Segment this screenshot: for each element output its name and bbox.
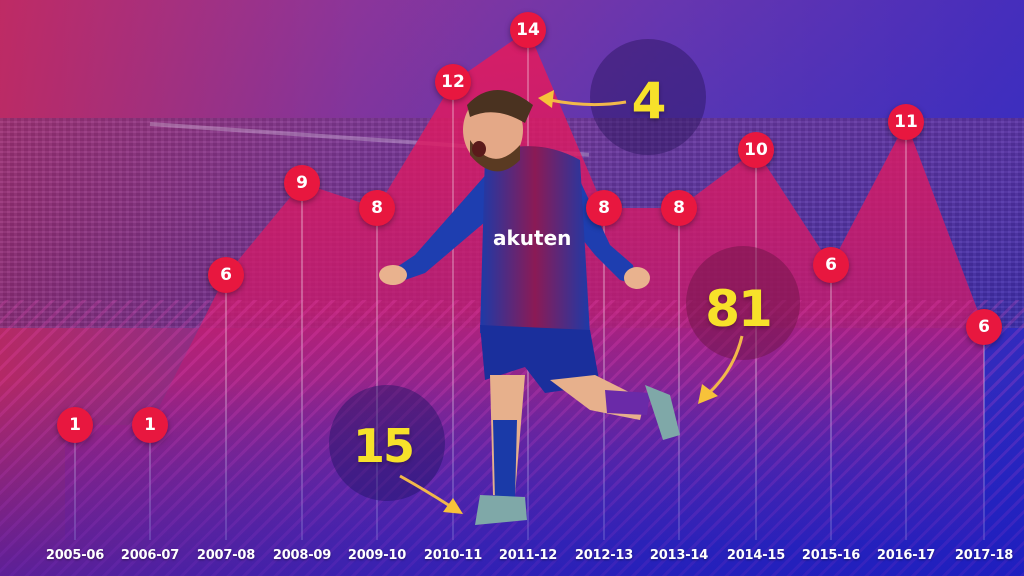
- season-label: 2017-18: [954, 548, 1014, 563]
- callout-arrow-top: [538, 90, 627, 108]
- callout-disc-right: [686, 246, 800, 360]
- value-badge: 6: [813, 247, 849, 283]
- svg-text:akuten: akuten: [493, 226, 571, 250]
- value-badge: 12: [435, 64, 471, 100]
- season-label: 2012-13: [574, 548, 634, 563]
- value-badge: 6: [208, 257, 244, 293]
- callout-number-left: 15: [352, 419, 415, 473]
- value-badge: 8: [586, 190, 622, 226]
- value-badge: 10: [738, 132, 774, 168]
- season-label: 2009-10: [347, 548, 407, 563]
- callout-arrow-left: [399, 474, 463, 514]
- value-badge: 14: [510, 12, 546, 48]
- season-label: 2005-06: [45, 548, 105, 563]
- value-badge: 11: [888, 104, 924, 140]
- value-badge: 6: [966, 309, 1002, 345]
- callout-disc-top: [590, 39, 706, 155]
- season-label: 2015-16: [801, 548, 861, 563]
- season-label: 2006-07: [120, 548, 180, 563]
- value-badge: 8: [359, 190, 395, 226]
- season-label: 2014-15: [726, 548, 786, 563]
- callout-arrow-right: [698, 335, 744, 404]
- value-badge: 8: [661, 190, 697, 226]
- season-label: 2016-17: [876, 548, 936, 563]
- season-label: 2007-08: [196, 548, 256, 563]
- season-label: 2011-12: [498, 548, 558, 563]
- value-badge: 9: [284, 165, 320, 201]
- value-badge: 1: [57, 407, 93, 443]
- callout-number-top: 4: [631, 72, 667, 130]
- season-label: 2013-14: [649, 548, 709, 563]
- callout-number-right: 81: [705, 280, 773, 338]
- callout-disc-left: [329, 385, 445, 501]
- value-badge: 1: [132, 407, 168, 443]
- season-label: 2008-09: [272, 548, 332, 563]
- season-label: 2010-11: [423, 548, 483, 563]
- player-illustration: akuten: [379, 90, 680, 525]
